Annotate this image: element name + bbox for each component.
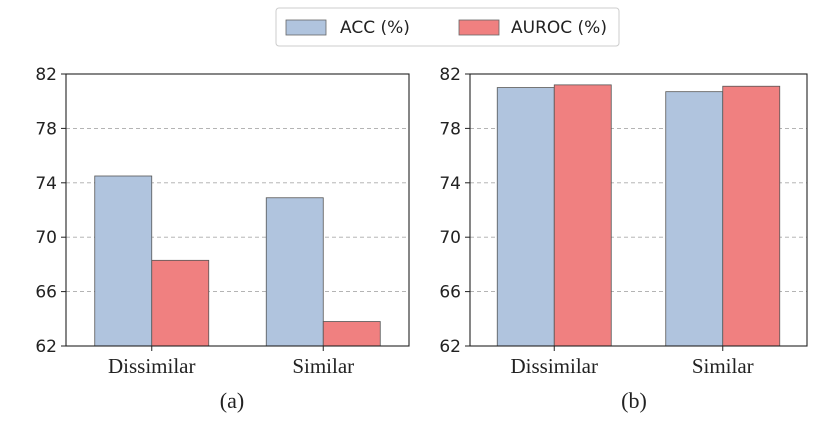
bar-acc-similar	[265, 197, 324, 347]
y-tick-label: 62	[35, 337, 57, 357]
legend: ACC (%) AUROC (%)	[275, 7, 620, 47]
bar-auroc-dissimilar	[553, 84, 612, 347]
legend-label-acc: ACC (%)	[340, 18, 410, 38]
bar-auroc-similar	[322, 321, 381, 347]
panel-caption: (a)	[220, 388, 244, 413]
panel-caption: (b)	[621, 388, 647, 413]
bar-auroc-similar	[722, 85, 781, 347]
y-tick-label: 62	[439, 337, 461, 357]
plot-frame	[469, 73, 808, 347]
chart-panel-b: 62 66 70 74 78 82 Dissimilar Similar (b)	[439, 65, 808, 413]
plot-frame	[65, 73, 410, 347]
chart-panels: 62 66 70 74 78 82 Dissimilar Similar (a) 62 66 70 74…	[35, 65, 808, 413]
legend-label-auroc: AUROC (%)	[511, 18, 607, 38]
x-tick-label: Similar	[292, 354, 354, 378]
y-tick-label: 66	[439, 283, 461, 303]
y-tick-label: 66	[35, 283, 57, 303]
bar-auroc-dissimilar	[151, 259, 210, 347]
y-tick-label: 74	[35, 174, 57, 194]
y-tick-label: 70	[439, 228, 461, 248]
chart-panel-a: 62 66 70 74 78 82 Dissimilar Similar (a)	[35, 65, 410, 413]
bar-acc-similar	[665, 91, 724, 347]
y-tick-label: 74	[439, 174, 461, 194]
x-tick-label: Similar	[692, 354, 754, 378]
legend-swatch-acc	[285, 19, 327, 36]
x-tick-label: Dissimilar	[108, 354, 196, 378]
y-tick-label: 82	[439, 65, 461, 85]
bar-acc-dissimilar	[94, 175, 153, 347]
bar-acc-dissimilar	[496, 87, 555, 347]
x-tick-label: Dissimilar	[511, 354, 599, 378]
y-tick-label: 78	[439, 119, 461, 139]
y-tick-label: 82	[35, 65, 57, 85]
y-tick-label: 70	[35, 228, 57, 248]
legend-frame	[275, 7, 620, 47]
y-tick-label: 78	[35, 119, 57, 139]
legend-swatch-auroc	[458, 19, 500, 36]
